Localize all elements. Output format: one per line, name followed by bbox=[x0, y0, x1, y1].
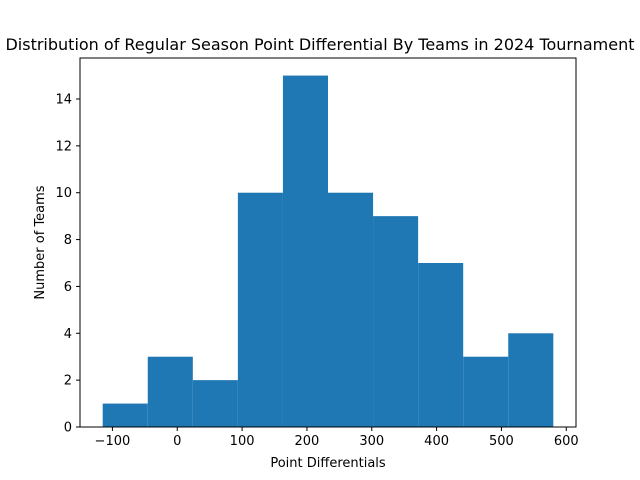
x-tick-label: 300 bbox=[359, 434, 384, 449]
y-tick-label: 6 bbox=[64, 280, 72, 295]
x-tick-label: 200 bbox=[295, 434, 320, 449]
x-tick-label: 400 bbox=[424, 434, 449, 449]
histogram-bar bbox=[328, 192, 374, 427]
chart-title: Distribution of Regular Season Point Dif… bbox=[5, 35, 634, 54]
x-tick-label: 0 bbox=[173, 434, 181, 449]
y-tick-label: 8 bbox=[64, 233, 72, 248]
x-tick-label: 600 bbox=[554, 434, 579, 449]
y-tick-label: 4 bbox=[64, 327, 72, 342]
bars-group bbox=[102, 75, 554, 428]
y-tick-label: 10 bbox=[55, 186, 72, 201]
histogram-bar bbox=[237, 192, 283, 427]
plot-frame bbox=[79, 57, 577, 428]
x-axis-label: Point Differentials bbox=[270, 456, 386, 471]
x-tick-label: −100 bbox=[95, 434, 131, 449]
x-axis-ticks: −100 0 100 200 300 400 500 600 bbox=[95, 427, 579, 449]
x-tick-label: 500 bbox=[489, 434, 514, 449]
y-tick-label: 2 bbox=[64, 374, 72, 389]
histogram-bar bbox=[192, 380, 238, 427]
x-tick-label: 100 bbox=[230, 434, 255, 449]
histogram-bar bbox=[418, 263, 464, 427]
histogram-bar bbox=[147, 356, 193, 427]
histogram-bar bbox=[102, 403, 148, 427]
y-tick-label: 0 bbox=[64, 421, 72, 436]
histogram-bar bbox=[282, 75, 328, 428]
y-axis-label: Number of Teams bbox=[33, 185, 48, 299]
histogram-bar bbox=[373, 216, 419, 427]
y-axis-ticks: 0 2 4 6 8 10 12 14 bbox=[55, 93, 80, 436]
y-tick-label: 12 bbox=[55, 139, 72, 154]
histogram-bar bbox=[463, 356, 509, 427]
histogram-bar bbox=[508, 333, 554, 427]
y-tick-label: 14 bbox=[55, 93, 72, 108]
